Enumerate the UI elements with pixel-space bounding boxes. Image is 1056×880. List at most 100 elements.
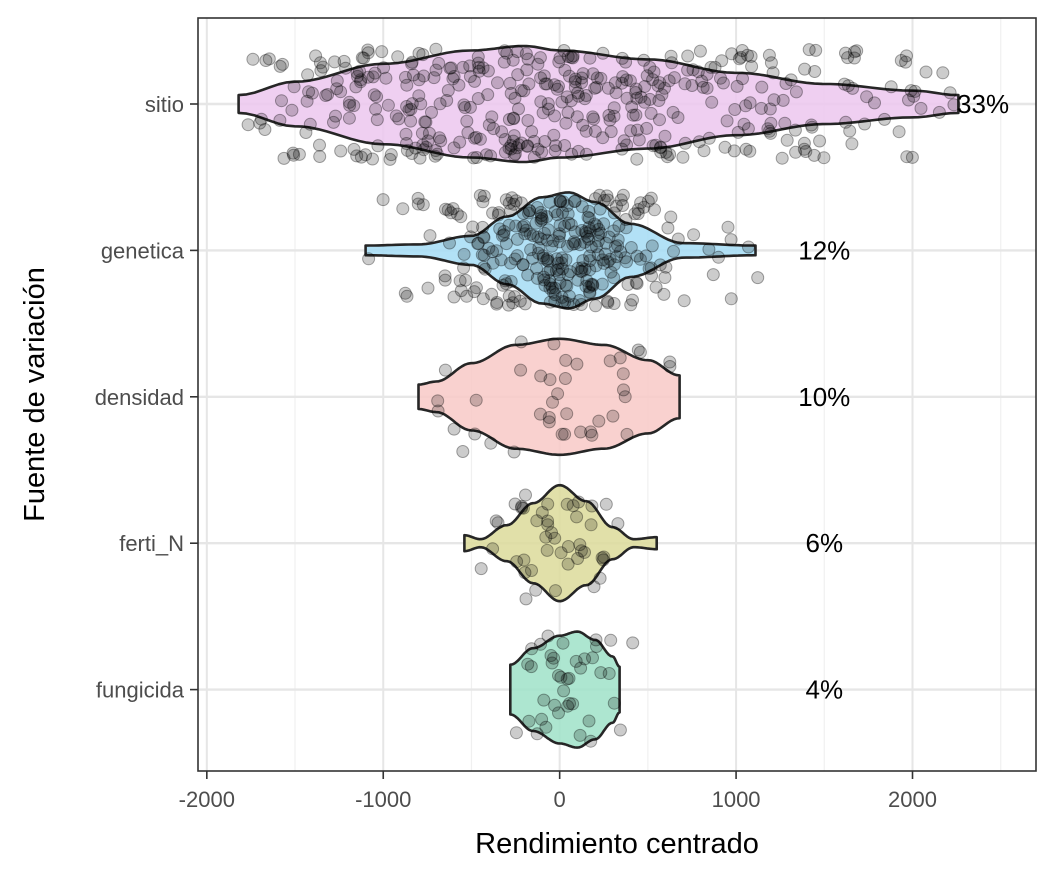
data-point [464, 230, 477, 244]
data-point [600, 189, 614, 203]
data-point [548, 78, 561, 92]
data-point [664, 49, 678, 63]
data-point [447, 422, 461, 436]
data-point [763, 124, 776, 138]
data-point [541, 252, 555, 266]
data-point [894, 54, 908, 67]
data-point [493, 222, 507, 236]
data-point [468, 427, 482, 441]
data-point [545, 239, 559, 253]
data-point [471, 237, 485, 251]
data-point [568, 225, 582, 239]
data-point [457, 261, 471, 275]
data-point [560, 407, 574, 421]
data-point [742, 240, 755, 254]
data-point [339, 61, 353, 75]
data-point [457, 247, 471, 261]
data-point [592, 228, 605, 242]
data-point [697, 144, 711, 158]
data-point [432, 56, 446, 70]
data-point [578, 652, 592, 666]
percent-label-sitio: 33% [957, 89, 1009, 119]
data-point [499, 237, 513, 251]
data-point [368, 66, 382, 80]
data-point [506, 111, 520, 125]
data-point [447, 290, 461, 304]
data-point [846, 81, 860, 95]
data-point [620, 427, 634, 441]
data-point [572, 495, 586, 509]
y-tick-label-fungicida: fungicida [96, 678, 185, 703]
data-point [370, 90, 384, 104]
data-point [534, 205, 548, 219]
data-point [762, 48, 776, 62]
data-point [559, 116, 573, 130]
data-point [477, 248, 491, 262]
data-point [591, 234, 605, 248]
data-point [776, 93, 790, 107]
data-point [536, 106, 550, 120]
data-point [576, 254, 590, 268]
data-point [582, 714, 596, 728]
data-point [535, 212, 549, 226]
data-point [764, 126, 778, 140]
violin-fungicida [509, 630, 621, 749]
data-point [347, 142, 361, 156]
data-point [466, 220, 480, 234]
data-point [537, 226, 551, 240]
data-point [789, 145, 803, 159]
data-point [558, 219, 572, 233]
data-point [728, 103, 742, 116]
data-point [540, 210, 554, 224]
data-point [900, 150, 914, 164]
data-point [847, 51, 861, 65]
data-point [560, 279, 574, 293]
data-point [617, 134, 631, 148]
data-point [900, 49, 913, 63]
data-point [519, 223, 533, 237]
data-point [438, 363, 452, 377]
data-point [584, 240, 598, 254]
data-point [615, 51, 629, 65]
data-point [404, 114, 418, 128]
data-point [512, 102, 525, 116]
data-point [543, 373, 557, 387]
data-point [433, 97, 447, 111]
data-point [658, 129, 672, 143]
data-point [702, 131, 716, 145]
data-point [555, 95, 569, 109]
data-point [597, 193, 611, 207]
data-point [560, 90, 574, 104]
data-point [482, 241, 496, 255]
data-point [619, 55, 633, 69]
data-point [474, 562, 488, 576]
data-point [518, 227, 532, 241]
data-point [350, 66, 364, 80]
data-point [299, 126, 313, 139]
data-point [476, 61, 490, 75]
data-point [416, 198, 430, 212]
data-point [541, 97, 555, 111]
data-point [361, 43, 375, 57]
data-point [556, 262, 569, 276]
data-point [522, 206, 535, 220]
data-point [531, 230, 545, 244]
data-point [421, 134, 435, 148]
data-point [405, 55, 419, 69]
data-point [277, 151, 291, 165]
data-point [575, 76, 589, 90]
data-point [764, 116, 778, 130]
data-point [560, 199, 574, 213]
data-point [456, 60, 470, 74]
data-point [556, 294, 570, 308]
data-point [615, 142, 629, 156]
data-point [843, 124, 857, 138]
data-point [715, 54, 729, 68]
data-point [739, 99, 753, 113]
data-point [601, 81, 615, 95]
data-point [763, 102, 777, 116]
data-point [778, 116, 792, 130]
data-point [502, 298, 516, 312]
data-point [446, 202, 460, 216]
data-point [576, 118, 590, 132]
